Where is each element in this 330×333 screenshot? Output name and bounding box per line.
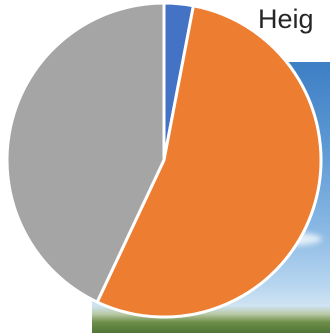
pie-slices <box>5 1 323 319</box>
slide-title-text: Heig <box>258 4 314 34</box>
pie-slice-2 <box>95 4 323 319</box>
pie-slice-3 <box>5 1 166 304</box>
